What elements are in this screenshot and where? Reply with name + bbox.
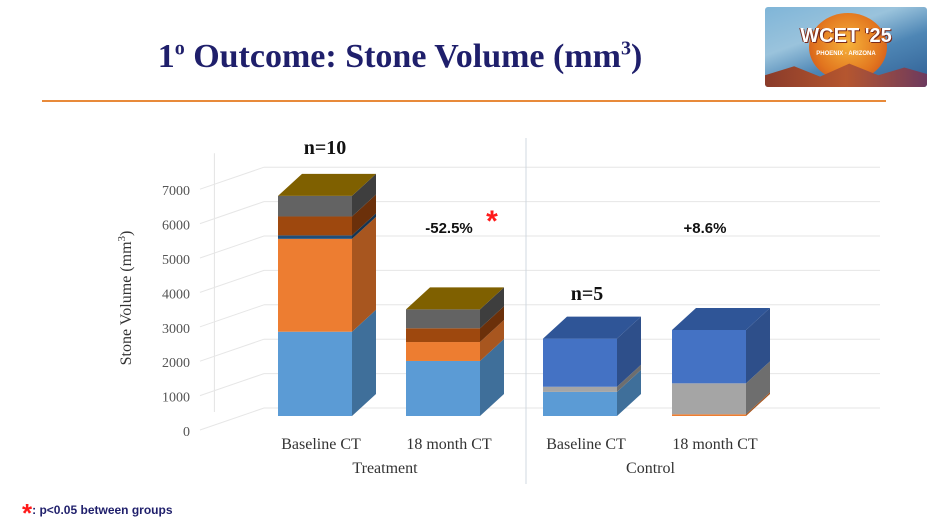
y-tick-label: 7000	[162, 184, 190, 199]
percent-change-label: -52.5%	[425, 220, 473, 237]
gridline-slant	[199, 304, 265, 328]
x-tick-label: Baseline CT	[281, 436, 361, 453]
bar-segment-side	[352, 213, 376, 239]
bar-segment	[672, 330, 746, 384]
significance-star-icon: *	[486, 205, 498, 238]
bar-segment-side	[352, 309, 376, 416]
gridline-slant	[199, 373, 265, 397]
gridline-slant	[199, 166, 265, 190]
bar-segment-side	[352, 194, 376, 236]
bar-segment	[406, 328, 480, 343]
bar-segment	[278, 238, 352, 332]
bar-segment	[406, 309, 480, 329]
percent-change-label: +8.6%	[684, 220, 727, 237]
y-tick-label: 2000	[162, 356, 190, 371]
bar-segment-side	[480, 306, 504, 343]
y-tick-label: 1000	[162, 391, 190, 406]
x-group-label: Treatment	[352, 460, 418, 477]
bar-segment	[278, 235, 352, 239]
sample-size-label: n=10	[304, 137, 347, 159]
bar-segment	[672, 414, 746, 416]
significance-footnote: *: p<0.05 between groups	[22, 498, 173, 529]
bar-segment	[543, 391, 617, 416]
bar-segment	[278, 331, 352, 416]
bar-segment	[406, 360, 480, 416]
bar-segment	[672, 383, 746, 415]
footnote-text: : p<0.05 between groups	[32, 503, 173, 517]
gridline-slant	[199, 269, 265, 293]
bar-top-cap	[406, 287, 504, 310]
y-tick-label: 3000	[162, 322, 190, 337]
y-axis-label: Stone Volume (mm3)	[116, 231, 135, 366]
logo-text: WCET '25	[800, 25, 892, 47]
bar-segment-side	[480, 338, 504, 416]
bar-segment-side	[746, 308, 770, 384]
bar-segment	[278, 216, 352, 236]
y-axis-ticks: 0 1000 2000 3000 4000 5000 6000 7000	[162, 184, 190, 440]
x-tick-label: 18 month CT	[406, 436, 492, 453]
logo-subtext: PHOENIX · ARIZONA	[816, 51, 876, 57]
conference-logo: WCET '25 PHOENIX · ARIZONA	[765, 7, 927, 87]
y-tick-label: 6000	[162, 219, 190, 234]
bar-segment	[278, 195, 352, 217]
y-tick-label: 4000	[162, 287, 190, 302]
bar-segment-side	[480, 287, 504, 329]
title-divider	[42, 100, 886, 102]
y-axis-label-close: )	[118, 231, 135, 236]
chart-labels: Baseline CT 18 month CT Baseline CT 18 mont…	[281, 137, 758, 477]
bar-segment-side	[617, 316, 641, 387]
bar-top-cap	[278, 173, 376, 196]
bar-segment	[543, 338, 617, 387]
bar-segment-side	[617, 364, 641, 392]
gridline-slant	[199, 338, 265, 362]
x-group-label: Control	[626, 460, 675, 477]
y-axis-label-superscript: 3	[116, 235, 128, 241]
bar-segment-side	[746, 361, 770, 415]
y-tick-label: 5000	[162, 253, 190, 268]
y-tick-label: 0	[183, 425, 190, 440]
gridline-slant	[199, 407, 265, 431]
gridline-slant	[199, 235, 265, 259]
sample-size-label: n=5	[571, 283, 604, 305]
bar-segment-side	[352, 173, 376, 217]
slide-title: 1o Outcome: Stone Volume (mm3)	[157, 37, 643, 75]
bar-segment	[543, 386, 617, 392]
bar-top-cap	[543, 316, 641, 339]
bar-segment	[406, 342, 480, 361]
x-tick-label: 18 month CT	[672, 436, 758, 453]
gridline-slant	[199, 201, 265, 225]
chart-bars	[278, 173, 770, 416]
bar-segment-side	[480, 320, 504, 361]
bar-segment-side	[746, 392, 770, 416]
bar-segment-side	[617, 369, 641, 416]
y-axis-label-text: Stone Volume (mm	[118, 241, 135, 365]
bar-top-cap	[672, 308, 770, 330]
significance-star-icon: *	[22, 498, 33, 528]
x-tick-label: Baseline CT	[546, 436, 626, 453]
bar-segment-side	[352, 216, 376, 332]
